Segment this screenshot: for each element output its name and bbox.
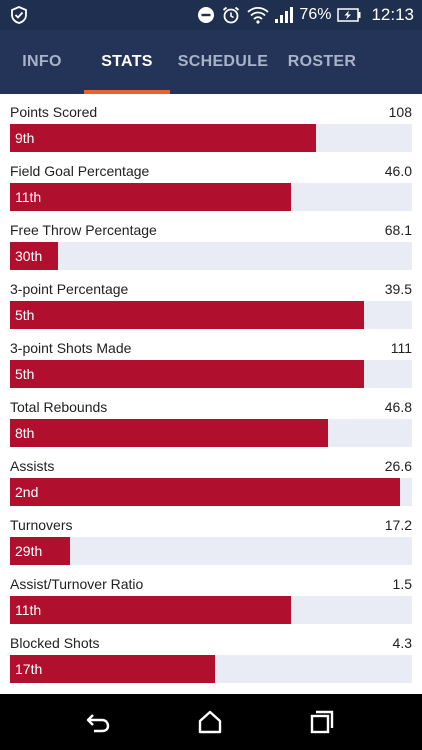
stat-value: 108 — [388, 104, 412, 120]
status-bar: 76% 12:13 — [0, 0, 422, 30]
stat-bar-fill — [10, 183, 292, 211]
stat-row: Assists 26.6 2nd — [10, 448, 412, 507]
stat-row: 3-point Percentage 39.5 5th — [10, 271, 412, 330]
active-tab-indicator — [84, 90, 170, 94]
stat-name: Field Goal Percentage — [10, 163, 150, 179]
stat-rank: 30th — [15, 248, 43, 264]
stat-name: 3-point Percentage — [10, 281, 129, 297]
stat-name: Assist/Turnover Ratio — [10, 576, 144, 592]
signal-icon — [275, 7, 294, 23]
stat-bar-track: 8th — [10, 419, 412, 447]
stat-rank: 8th — [15, 425, 35, 441]
stat-bar-track: 29th — [10, 537, 412, 565]
stat-name: Total Rebounds — [10, 399, 108, 415]
stat-row: Field Goal Percentage 46.0 11th — [10, 153, 412, 212]
stat-bar-fill — [10, 596, 292, 624]
stat-value: 17.2 — [384, 517, 412, 533]
stat-rank: 9th — [15, 130, 35, 146]
stat-row: Turnovers 17.2 29th — [10, 507, 412, 566]
stat-bar-track: 2nd — [10, 478, 412, 506]
stat-bar-track: 9th — [10, 124, 412, 152]
battery-percentage: 76% — [299, 6, 332, 23]
stat-name: Free Throw Percentage — [10, 222, 157, 238]
stat-value: 1.5 — [392, 576, 412, 592]
shield-check-icon — [11, 6, 27, 24]
stat-bar-fill — [10, 124, 316, 152]
recents-icon[interactable] — [306, 706, 338, 738]
stats-list[interactable]: Points Scored 108 9th Field Goal Percent… — [0, 94, 422, 694]
stat-row: Free Throw Percentage 68.1 30th — [10, 212, 412, 271]
stat-row: Assist/Turnover Ratio 1.5 11th — [10, 566, 412, 625]
stat-bar-track: 11th — [10, 183, 412, 211]
stat-value: 4.3 — [392, 635, 412, 651]
stat-rank: 5th — [15, 307, 35, 323]
system-nav-bar — [0, 694, 422, 750]
alarm-icon — [223, 6, 240, 24]
stat-bar-fill — [10, 242, 59, 270]
stat-value: 46.0 — [384, 163, 412, 179]
stat-rank: 11th — [15, 189, 42, 205]
clock-time: 12:13 — [371, 5, 414, 24]
stat-bar-fill — [10, 301, 364, 329]
do-not-disturb-icon — [198, 7, 215, 23]
tab-stats[interactable]: STATS — [101, 53, 153, 70]
tab-info[interactable]: INFO — [22, 53, 62, 70]
stat-value: 68.1 — [384, 222, 412, 238]
stat-value: 26.6 — [384, 458, 412, 474]
stat-name: Assists — [10, 458, 55, 474]
stat-bar-fill — [10, 478, 400, 506]
stat-bar-fill — [10, 419, 328, 447]
tab-schedule[interactable]: SCHEDULE — [177, 53, 269, 70]
stat-rank: 5th — [15, 366, 35, 382]
stat-value: 46.8 — [384, 399, 412, 415]
stat-row: Blocked Shots 4.3 17th — [10, 625, 412, 684]
stat-bar-track: 11th — [10, 596, 412, 624]
stat-rank: 2nd — [15, 484, 39, 500]
back-icon[interactable] — [82, 706, 114, 738]
stat-bar-track: 30th — [10, 242, 412, 270]
stat-row: 3-point Shots Made 111 5th — [10, 330, 412, 389]
stat-bar-track: 5th — [10, 360, 412, 388]
stat-bar-fill — [10, 537, 71, 565]
tab-bar: INFO STATS SCHEDULE ROSTER — [0, 30, 422, 94]
home-icon[interactable] — [194, 706, 226, 738]
wifi-icon — [247, 6, 270, 24]
stat-bar-track: 5th — [10, 301, 412, 329]
stat-bar-track: 17th — [10, 655, 412, 683]
stat-bar-fill — [10, 360, 364, 388]
tab-roster[interactable]: ROSTER — [287, 53, 357, 70]
stat-rank: 17th — [15, 661, 43, 677]
stat-name: 3-point Shots Made — [10, 340, 132, 356]
stat-value: 39.5 — [384, 281, 412, 297]
stat-value: 111 — [390, 340, 412, 356]
stat-name: Turnovers — [10, 517, 73, 533]
stat-name: Blocked Shots — [10, 635, 100, 651]
stat-bar-fill — [10, 655, 216, 683]
stat-name: Points Scored — [10, 104, 98, 120]
stat-rank: 11th — [15, 602, 42, 618]
battery-charging-icon — [337, 8, 361, 22]
stat-rank: 29th — [15, 543, 43, 559]
stat-row: Points Scored 108 9th — [10, 94, 412, 153]
stat-row: Total Rebounds 46.8 8th — [10, 389, 412, 448]
